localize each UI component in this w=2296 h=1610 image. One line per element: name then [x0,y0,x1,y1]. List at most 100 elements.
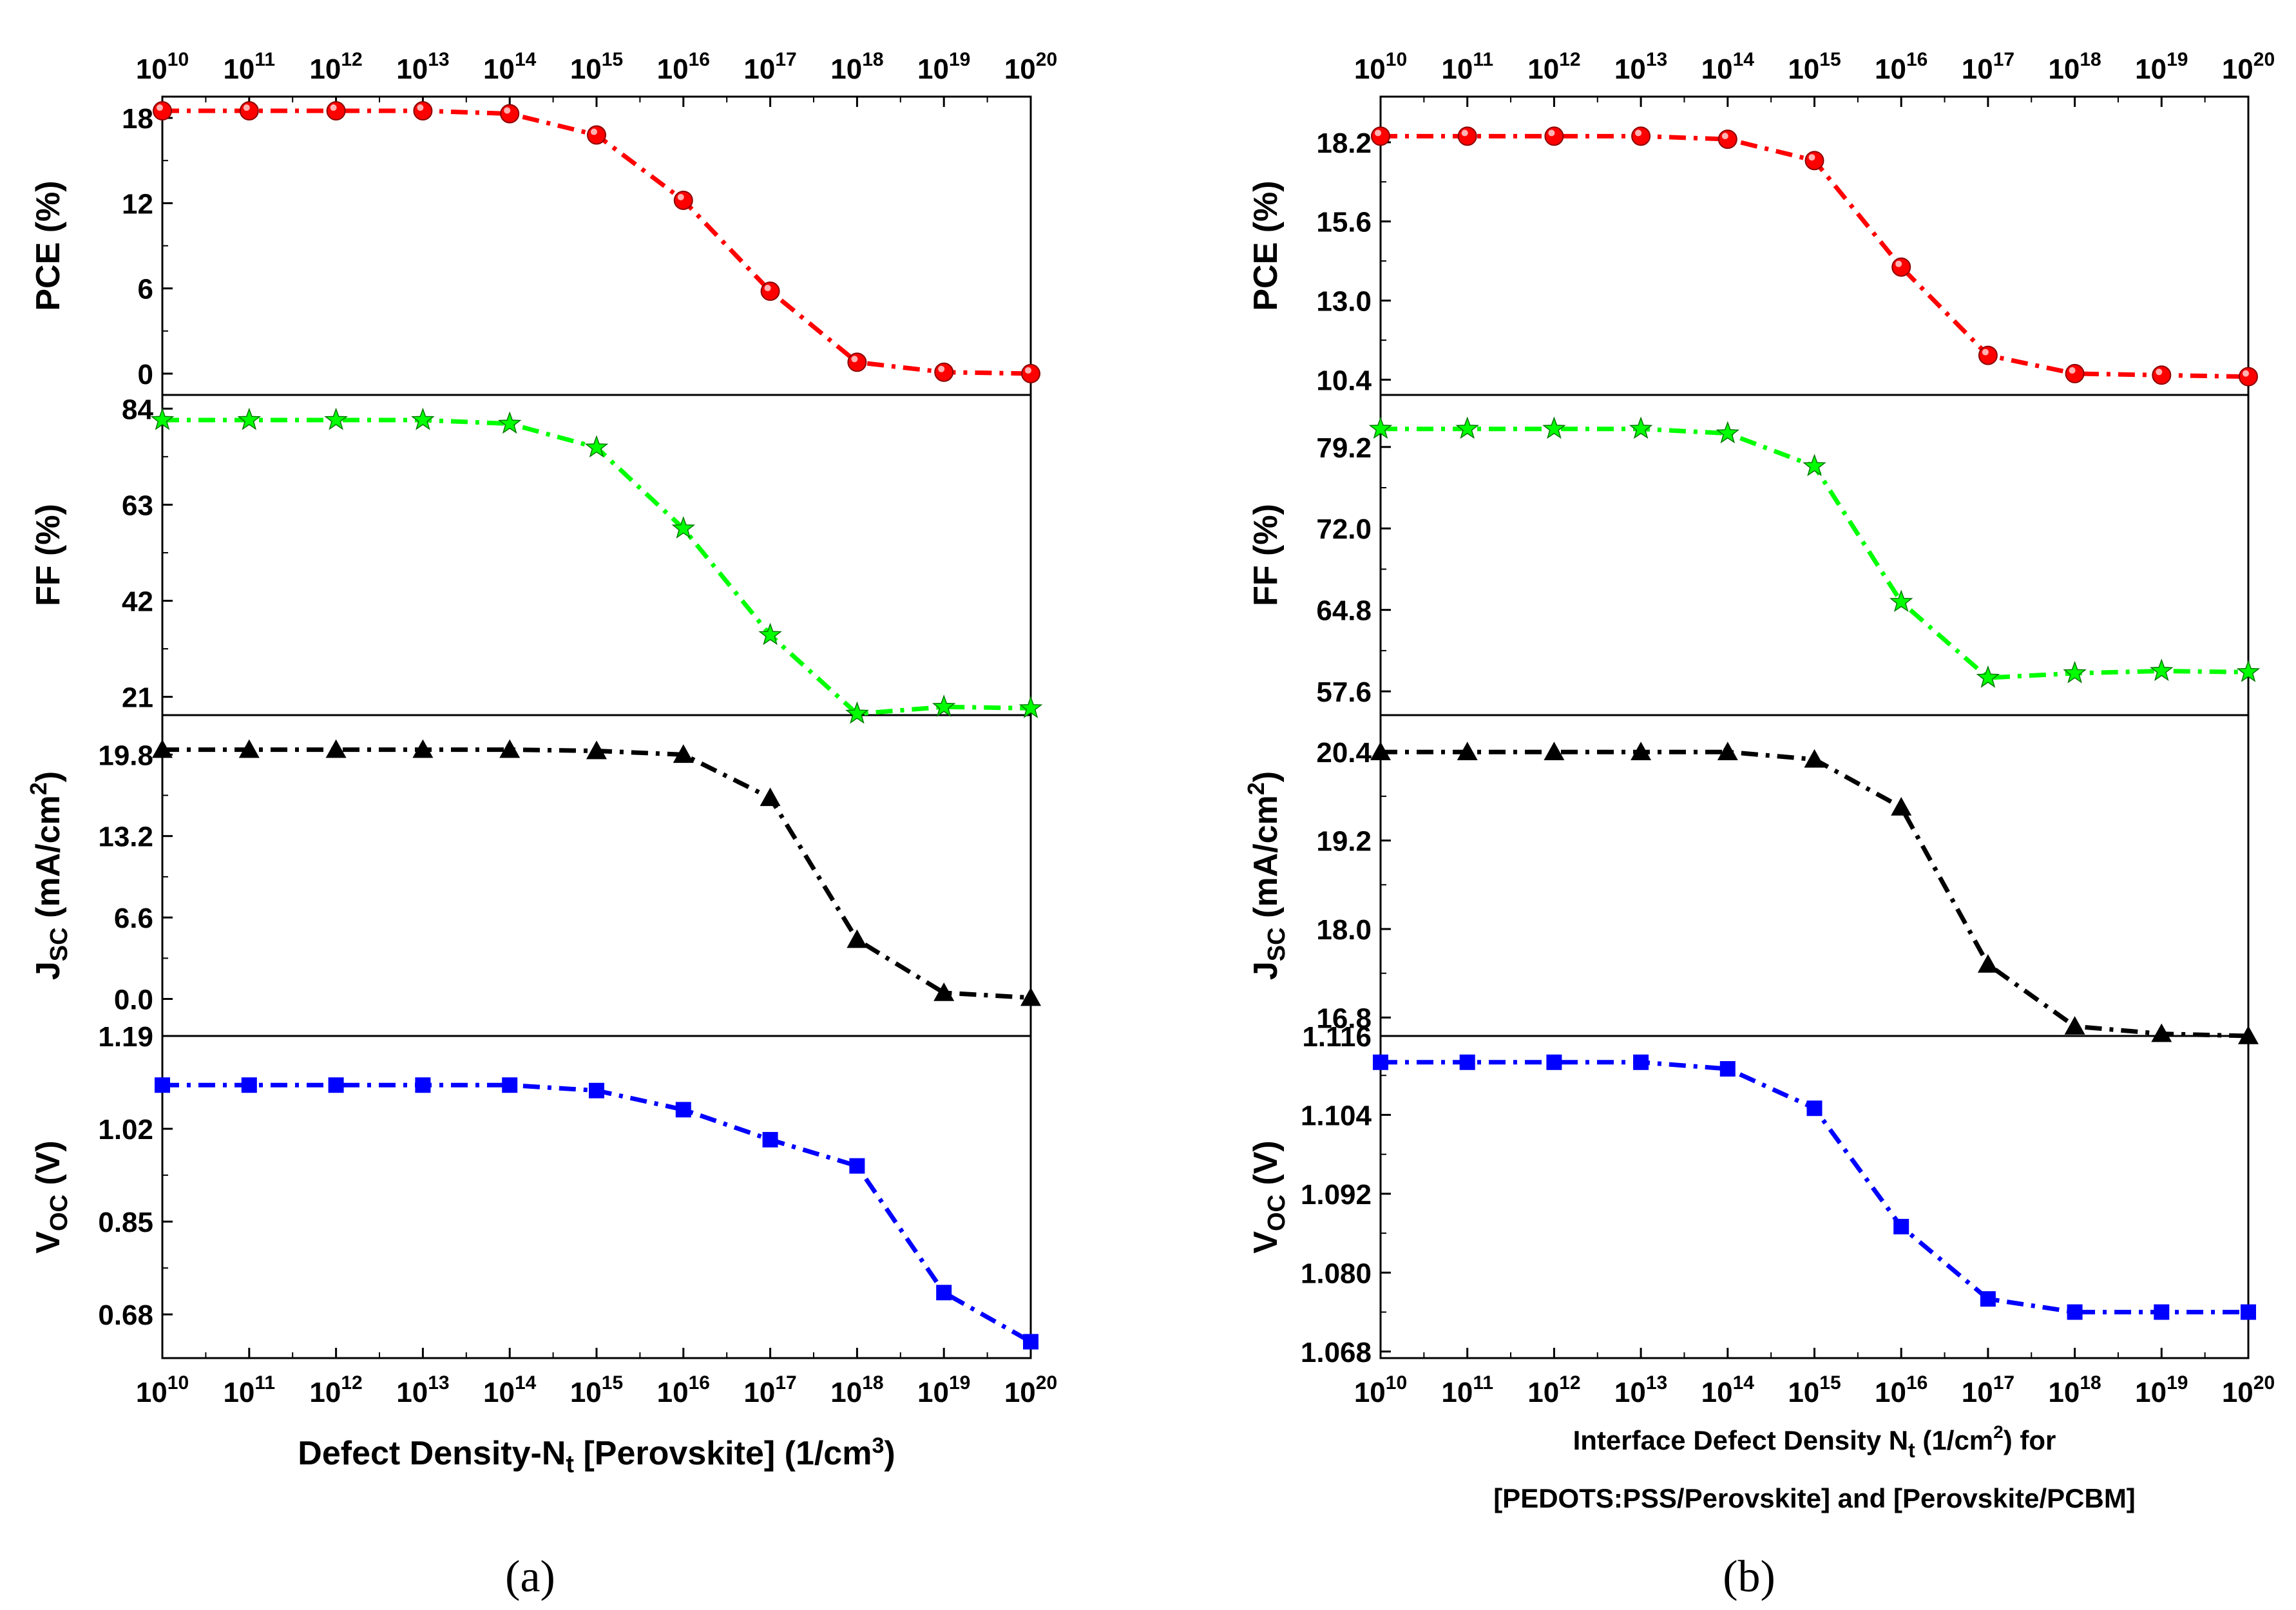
series-line-jsc [162,747,1031,1001]
data-point-pce [673,190,693,210]
data-point-ff [1455,416,1479,439]
x-tick-label-bottom: 1019 [917,1372,970,1408]
x-tick-label-top: 1015 [570,49,623,85]
x-tick-label-top: 1019 [917,49,970,85]
y-tick-label: 1.104 [1301,1100,1372,1131]
x-tick-label-top: 1014 [483,49,537,85]
data-point-pce [239,101,259,121]
data-point-pce-highlight [591,128,597,135]
series-line-voc [162,1082,1032,1344]
x-tick-label-top: 1011 [1441,49,1493,85]
y-tick-label: 18.2 [1316,128,1372,159]
x-tick-label-bottom: 1015 [570,1372,623,1408]
x-tick-label-bottom: 1014 [483,1372,537,1408]
data-point-jsc [1544,742,1565,761]
data-point-ff [411,407,435,430]
y-tick-label: 64.8 [1316,595,1372,627]
data-point-jsc [760,787,781,807]
data-point-voc [1546,1054,1562,1070]
x-tick-label-top: 1017 [1962,49,2014,85]
y-axis-title: PCE (%) [1247,180,1285,311]
data-point-pce [2239,367,2258,387]
plot-frame [1379,95,2250,1359]
x-tick-label-bottom: 1010 [1354,1372,1407,1408]
data-point-jsc [1370,742,1391,761]
data-point-pce [1544,126,1564,146]
data-point-jsc [2238,1026,2259,1044]
y-tick-label: 18.0 [1316,914,1372,946]
data-point-pce-highlight [851,356,858,363]
data-point-voc [241,1077,257,1093]
data-point-pce-highlight [1461,129,1468,137]
x-tick-label-top: 1016 [1875,49,1928,85]
series-line-jsc [1381,749,2249,1039]
data-point-ff [2236,660,2261,682]
data-point-pce [1021,363,1040,383]
y-tick-label: 10.4 [1316,365,1372,396]
data-point-jsc [1891,797,1912,816]
subplot-voc: 0.68 0.85 1.02 1.19 VOC (V) [30,1021,1038,1350]
data-point-voc [1633,1054,1649,1070]
x-tick-label-bottom: 1018 [830,1372,883,1408]
data-point-ff [1542,416,1566,439]
y-axis-title: JSC (mA/cm2) [25,771,73,980]
series-line-pce [162,108,1031,376]
data-point-jsc [1804,749,1825,768]
x-tick-label-bottom: 1017 [1962,1372,2014,1408]
y-tick-label: 0.0 [114,984,153,1016]
subplot-pce: 10.4 13.0 15.6 18.2 PCE (%) [1247,126,2258,396]
data-point-jsc [325,739,347,758]
data-point-jsc [1977,954,1998,973]
data-point-pce-highlight [677,193,684,200]
data-point-voc [2154,1304,2170,1320]
data-point-pce [326,101,346,121]
y-tick-label: 6 [138,274,153,305]
data-point-pce [1457,126,1477,146]
data-point-pce-highlight [1635,129,1642,137]
data-point-pce-highlight [1375,129,1381,137]
data-point-jsc [586,740,607,760]
y-tick-label: 72.0 [1316,513,1372,545]
subplot-ff: 57.6 64.8 72.0 79.2 FF (%) [1247,416,2261,708]
data-point-ff [324,407,348,430]
subplot-jsc: 0.0 6.6 13.2 19.8 JSC (mA/cm2) [25,739,1041,1016]
x-tick-label-bottom: 1011 [223,1372,275,1408]
data-point-voc [2241,1304,2256,1320]
x-tick-label-bottom: 1011 [1441,1372,1493,1408]
data-point-jsc [1631,742,1652,761]
x-tick-label-bottom: 1019 [2135,1372,2188,1408]
y-axis-title: FF (%) [1247,504,1285,606]
data-point-ff [758,622,782,646]
data-point-pce-highlight [2069,367,2076,374]
data-point-pce-highlight [1548,129,1555,137]
data-point-ff [932,694,956,717]
data-point-voc [1893,1218,1909,1234]
data-point-voc [762,1132,778,1148]
x-tick-label-top: 1014 [1701,49,1755,85]
x-tick-label-bottom: 1013 [396,1372,449,1408]
y-tick-label: 12 [122,188,153,220]
y-tick-label: 57.6 [1316,676,1372,708]
y-axis-title: JSC (mA/cm2) [1243,771,1290,980]
subplot-ff: 21 42 63 84 FF (%) [30,394,1043,724]
data-point-ff [1976,665,2000,688]
x-tick-label-top: 1010 [136,49,189,85]
data-point-jsc [2064,1016,2085,1035]
x-tick-label-bottom: 1012 [1527,1372,1580,1408]
data-point-jsc [499,739,521,758]
plot-frame [161,95,1032,1359]
y-tick-label: 19.8 [98,740,153,771]
data-point-jsc [152,739,173,758]
data-point-jsc [673,744,694,763]
y-tick-label: 18 [122,103,153,135]
x-tick-label-top: 1018 [830,49,883,85]
y-tick-label: 1.092 [1301,1179,1372,1211]
y-tick-label: 1.116 [1302,1021,1372,1053]
data-point-pce-highlight [1982,349,1989,356]
y-tick-label: 84 [122,394,153,425]
data-point-pce [1978,345,1998,365]
x-tick-label-top: 1020 [1004,49,1057,85]
data-point-jsc [1020,987,1041,1006]
data-point-jsc [2151,1023,2172,1042]
x-tick-label-top: 1020 [2222,49,2275,85]
